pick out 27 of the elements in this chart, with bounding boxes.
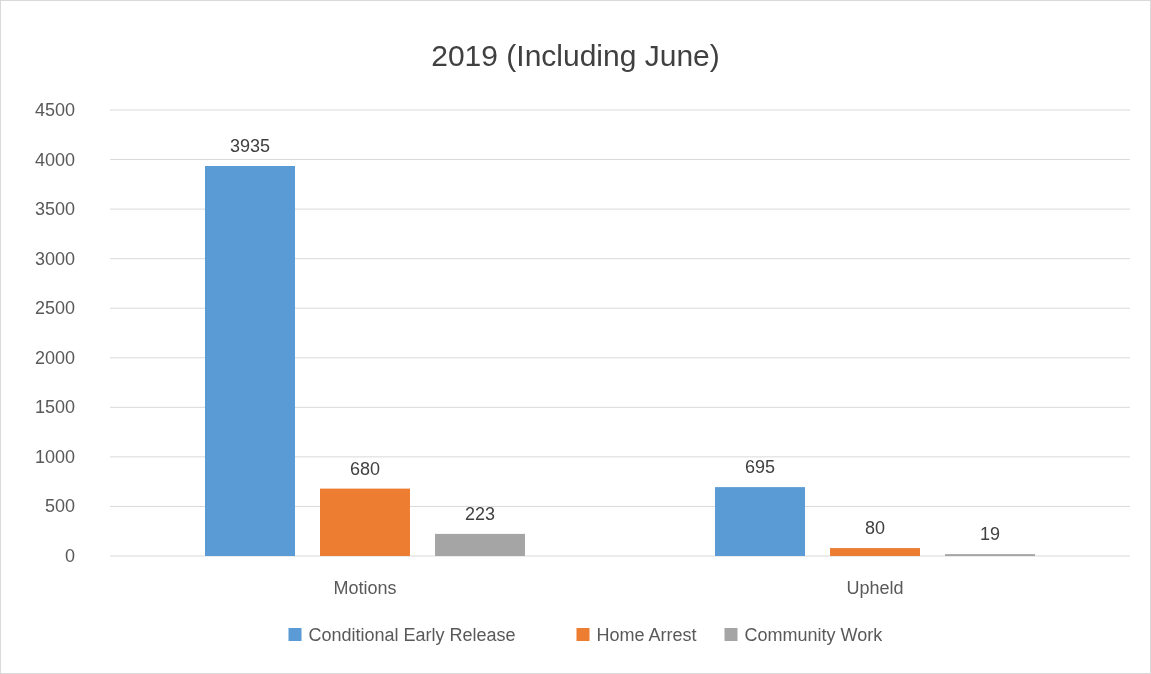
y-tick-label: 3500: [34, 199, 75, 220]
data-label: 80: [864, 518, 886, 539]
bar: [435, 533, 525, 556]
chart-title: 2019 (Including June): [431, 39, 720, 72]
y-tick-label: 2000: [34, 347, 75, 368]
data-label: 680: [349, 458, 381, 479]
y-tick-label: 4000: [34, 149, 75, 170]
data-label: 19: [979, 524, 1001, 545]
data-label: 695: [744, 457, 776, 478]
legend-label: Home Arrest: [596, 625, 697, 645]
legend-label: Community Work: [744, 625, 884, 645]
x-tick-label: Motions: [333, 578, 397, 598]
y-tick-label: 3000: [34, 248, 75, 269]
legend-label: Conditional Early Release: [308, 625, 516, 645]
bar: [320, 488, 410, 556]
y-tick-label: 2500: [34, 298, 75, 319]
y-tick-label: 500: [44, 496, 75, 517]
y-tick-label: 0: [64, 546, 75, 566]
y-tick-label: 1500: [34, 397, 75, 418]
x-tick-label: Upheld: [846, 578, 904, 598]
y-tick-label: 1000: [34, 446, 75, 467]
data-label: 3935: [229, 136, 271, 156]
bar: [830, 548, 920, 556]
data-label: 223: [464, 503, 496, 524]
bar: [205, 166, 295, 556]
y-tick-label: 4500: [34, 100, 75, 120]
bar: [715, 487, 805, 556]
